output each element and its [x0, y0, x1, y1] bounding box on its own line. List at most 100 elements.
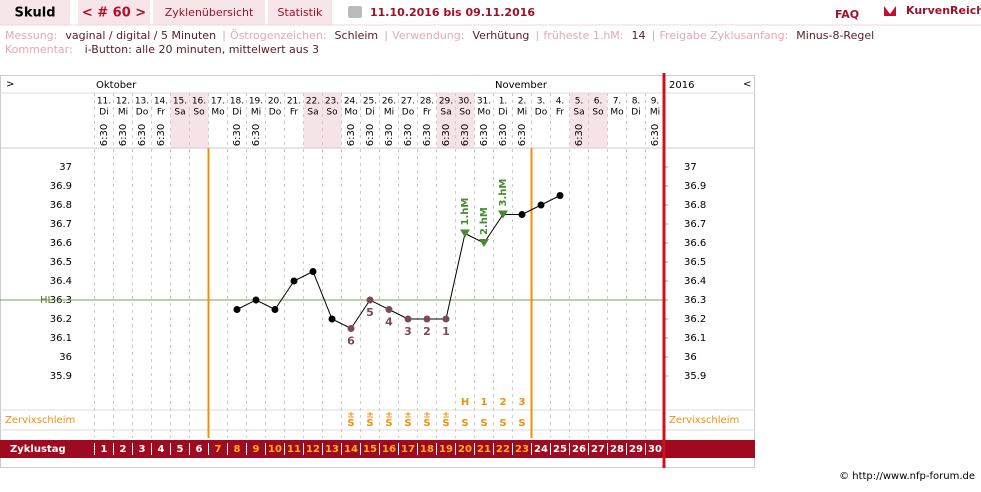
tab-bg [153, 0, 265, 25]
cycle-day: 12 [306, 444, 320, 455]
y-tick-label: 36.4 [684, 276, 706, 287]
day: 1. [499, 97, 508, 107]
cycle-day: 2 [120, 444, 127, 455]
cycle-nav[interactable]: < # 60 > [82, 6, 146, 21]
y-tick-label: 36.3 [684, 295, 706, 306]
cycle-day: 26 [572, 444, 586, 455]
time: 6:30 [460, 124, 471, 146]
title: Skuld [14, 6, 55, 21]
tab[interactable]: Zyklenübersicht [165, 6, 254, 19]
day: 21. [287, 97, 301, 107]
time: 6:30 [574, 124, 585, 146]
time: 6:30 [479, 124, 490, 146]
mucus-sign: ± [385, 411, 393, 421]
weekend-shade [588, 93, 608, 148]
cycle-day: 7 [215, 444, 222, 455]
weekday: Mi [517, 108, 527, 118]
weekend-shade [436, 93, 456, 148]
weekend-shade [189, 93, 209, 148]
time: 6:30 [517, 124, 528, 146]
weekday: Sa [573, 108, 584, 118]
cycle-day: 9 [253, 444, 260, 455]
time: 6:30 [99, 124, 110, 146]
weekend-shade [455, 93, 475, 148]
weekend-shade [303, 93, 323, 148]
info-value: 14 [632, 29, 646, 42]
weekday: Mo [211, 108, 225, 118]
day: 29. [439, 97, 453, 107]
info-label: Messung: [5, 29, 57, 42]
info-label: Östrogenzeichen: [230, 29, 327, 42]
mucus-sign: ± [423, 411, 431, 421]
y-tick-label: 36.2 [50, 314, 72, 325]
footer: © http://www.nfp-forum.de [839, 471, 975, 482]
cycle-day: 23 [515, 444, 529, 455]
cycle-day: 27 [591, 444, 605, 455]
info-value: vaginal / digital / 5 Minuten [65, 29, 216, 42]
logo[interactable]: KurvenReich [906, 4, 981, 17]
info-value: Verhütung [472, 29, 529, 42]
print-icon[interactable] [348, 6, 362, 18]
cycle-bg [78, 0, 150, 25]
day: 12. [116, 97, 130, 107]
y-tick-label: 36.5 [684, 257, 706, 268]
mucus-sign: ± [366, 411, 374, 421]
day: 22. [306, 97, 320, 107]
weekday: Do [269, 108, 282, 118]
time: 6:30 [498, 124, 509, 146]
y-tick-label: 36.7 [50, 219, 72, 230]
point-label: 2 [423, 325, 431, 338]
temperature-point [309, 268, 317, 275]
month: Oktober [96, 80, 137, 91]
temperature-point [442, 315, 450, 323]
info-value: Schleim [335, 29, 379, 42]
weekday: Fr [290, 108, 299, 118]
mucus-label: Zervixschleim [669, 415, 739, 426]
tab[interactable]: Statistik [278, 6, 324, 19]
cycle-day: 10 [268, 444, 282, 455]
faq-link[interactable]: FAQ [835, 8, 859, 21]
temperature-point [404, 315, 412, 323]
day: 19. [249, 97, 263, 107]
time: 6:30 [365, 124, 376, 146]
info-label: Freigabe Zyklusanfang: [660, 29, 789, 42]
info-label: Verwendung: [392, 29, 464, 42]
day: 9. [651, 97, 660, 107]
temperature-point [252, 296, 260, 304]
day: 17. [211, 97, 225, 107]
title-bg [0, 0, 70, 25]
mucus: S [442, 418, 449, 429]
time: 6:30 [650, 124, 661, 146]
weekday: Sa [440, 108, 451, 118]
day: 30. [458, 97, 472, 107]
day: 15. [173, 97, 187, 107]
y-tick-label: 36.6 [50, 238, 72, 249]
mucus: S [461, 418, 468, 429]
info-label: Kommentar: [5, 43, 73, 56]
mucus: S [347, 418, 354, 429]
mucus-sign: ± [347, 411, 355, 421]
temperature-point [366, 296, 374, 304]
weekday: Di [498, 108, 507, 118]
y-tick-label: 36.1 [50, 333, 72, 344]
year: 2016 [669, 80, 694, 91]
time: 6:30 [232, 124, 243, 146]
weekday: Mo [610, 108, 624, 118]
rise-marker [498, 210, 508, 219]
mucus: S [423, 418, 430, 429]
cycle-day: 3 [139, 444, 146, 455]
temperature-line [236, 195, 561, 330]
temperature-point [290, 277, 298, 285]
rise-label: 2.hM [479, 207, 490, 235]
weekday: Mi [650, 108, 660, 118]
day: 24. [344, 97, 358, 107]
weekday: Sa [307, 108, 318, 118]
weekday: Do [402, 108, 415, 118]
point-label: 1 [442, 325, 450, 338]
info-label: früheste 1.hM: [543, 29, 623, 42]
weekday: So [459, 108, 471, 118]
day: 5. [575, 97, 584, 107]
cycle-day: 29 [629, 444, 643, 455]
nav-next[interactable]: < [743, 79, 751, 90]
nav-prev[interactable]: > [6, 79, 14, 90]
